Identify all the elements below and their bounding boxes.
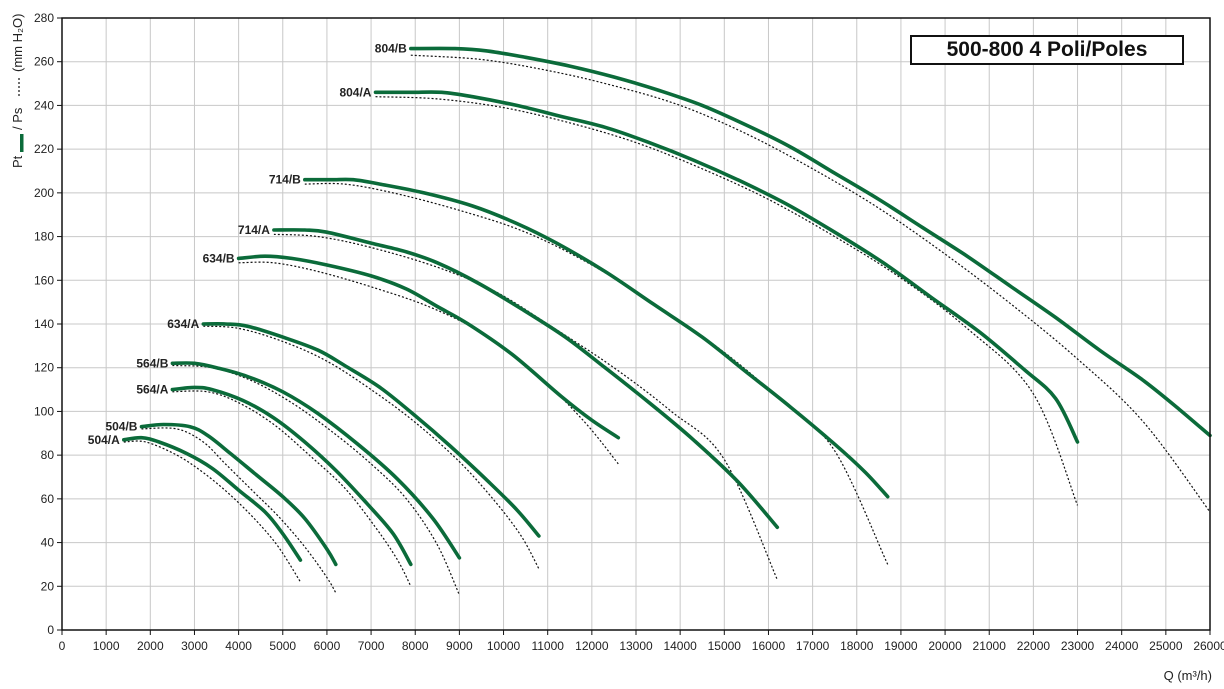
pt-curve-504-a [122,435,303,562]
x-tick-label: 19000 [884,639,918,653]
pt-curve-634-a [201,322,541,538]
x-tick-label: 9000 [446,639,473,653]
curve-label-504-b: 504/B [105,420,137,434]
curve-label-634-b: 634/B [203,251,235,265]
tick-labels: 0 1000 2000 3000 4000 5000 6000 7000 8000 9000 100… [34,11,1224,653]
y-axis-title-static: / Ps [10,107,25,130]
pt-curve-564-b [170,361,462,560]
x-tick-label: 14000 [663,639,697,653]
x-tick-label: 10000 [487,639,521,653]
x-tick-label: 3000 [181,639,208,653]
x-tick-label: 6000 [314,639,341,653]
y-tick-label: 60 [41,492,55,506]
y-axis-title: Pt / Ps (mm H₂O) [10,14,25,168]
curve-label-634-a: 634/A [167,317,199,331]
y-tick-label: 160 [34,273,54,287]
chart-title: 500-800 4 Poli/Poles [910,35,1184,65]
ps-curve-564-b [172,364,460,596]
x-tick-label: 13000 [619,639,653,653]
y-tick-label: 200 [34,186,54,200]
ps-curve-504-a [123,440,301,583]
y-tick-label: 180 [34,230,54,244]
y-tick-label: 260 [34,55,54,69]
curve-label-564-a: 564/A [136,383,168,397]
curve-label-714-a: 714/A [238,223,270,237]
pt-curve-564-a [170,385,413,567]
x-tick-label: 22000 [1017,639,1051,653]
x-tick-label: 8000 [402,639,429,653]
curve-label-504-a: 504/A [88,433,120,447]
y-tick-label: 120 [34,361,54,375]
pt-curve-804-a [373,90,1080,444]
x-tick-label: 25000 [1149,639,1183,653]
x-axis-title: Q (m³/h) [1164,668,1212,683]
ps-curve-634-a [203,325,540,570]
curve-label-804-b: 804/B [375,42,407,56]
ps-curve-714-a [273,233,778,580]
x-tick-label: 1000 [93,639,120,653]
pt-curve-804-b [409,46,1212,438]
y-tick-label: 280 [34,11,54,25]
x-tick-label: 4000 [225,639,252,653]
x-tick-label: 2000 [137,639,164,653]
x-tick-label: 20000 [928,639,962,653]
ps-curve-634-b [238,261,619,465]
x-tick-label: 0 [59,639,66,653]
x-tick-label: 24000 [1105,639,1139,653]
axes [61,17,1211,631]
x-tick-label: 26000 [1193,639,1224,653]
ps-curve-564-a [172,390,412,587]
ps-curve-804-b [410,54,1211,513]
x-tick-label: 11000 [531,639,564,653]
x-tick-label: 7000 [358,639,385,653]
y-tick-label: 20 [41,579,55,593]
y-tick-label: 100 [34,404,54,418]
pt-curve-504-b [139,422,338,567]
curve-label-714-b: 714/B [269,173,301,187]
ps-curve-504-b [141,427,337,594]
y-tick-label: 140 [34,317,54,331]
y-tick-label: 240 [34,98,54,112]
y-tick-label: 80 [41,448,55,462]
x-tick-label: 12000 [575,639,609,653]
y-axis-title-unit: (mm H₂O) [10,14,25,72]
pt-curve-714-b [303,177,890,499]
grid [57,17,1211,635]
x-tick-label: 18000 [840,639,874,653]
x-tick-label: 16000 [752,639,786,653]
y-tick-label: 40 [41,536,55,550]
x-tick-label: 23000 [1061,639,1095,653]
pt-legend-swatch [20,134,24,152]
ps-curve-714-b [304,182,889,565]
x-tick-label: 17000 [796,639,830,653]
x-tick-label: 15000 [708,639,742,653]
y-tick-label: 0 [47,623,54,637]
pt-curve-634-b [236,254,621,440]
x-tick-label: 21000 [973,639,1007,653]
curve-label-804-a: 804/A [339,85,371,99]
curves [122,46,1212,596]
y-tick-label: 220 [34,142,54,156]
curve-label-564-b: 564/B [136,356,168,370]
pt-curve-714-a [272,228,780,530]
plot-frame [61,17,1211,631]
ps-curve-804-a [375,96,1079,506]
x-tick-label: 5000 [269,639,296,653]
y-axis-title-total: Pt [10,155,25,168]
